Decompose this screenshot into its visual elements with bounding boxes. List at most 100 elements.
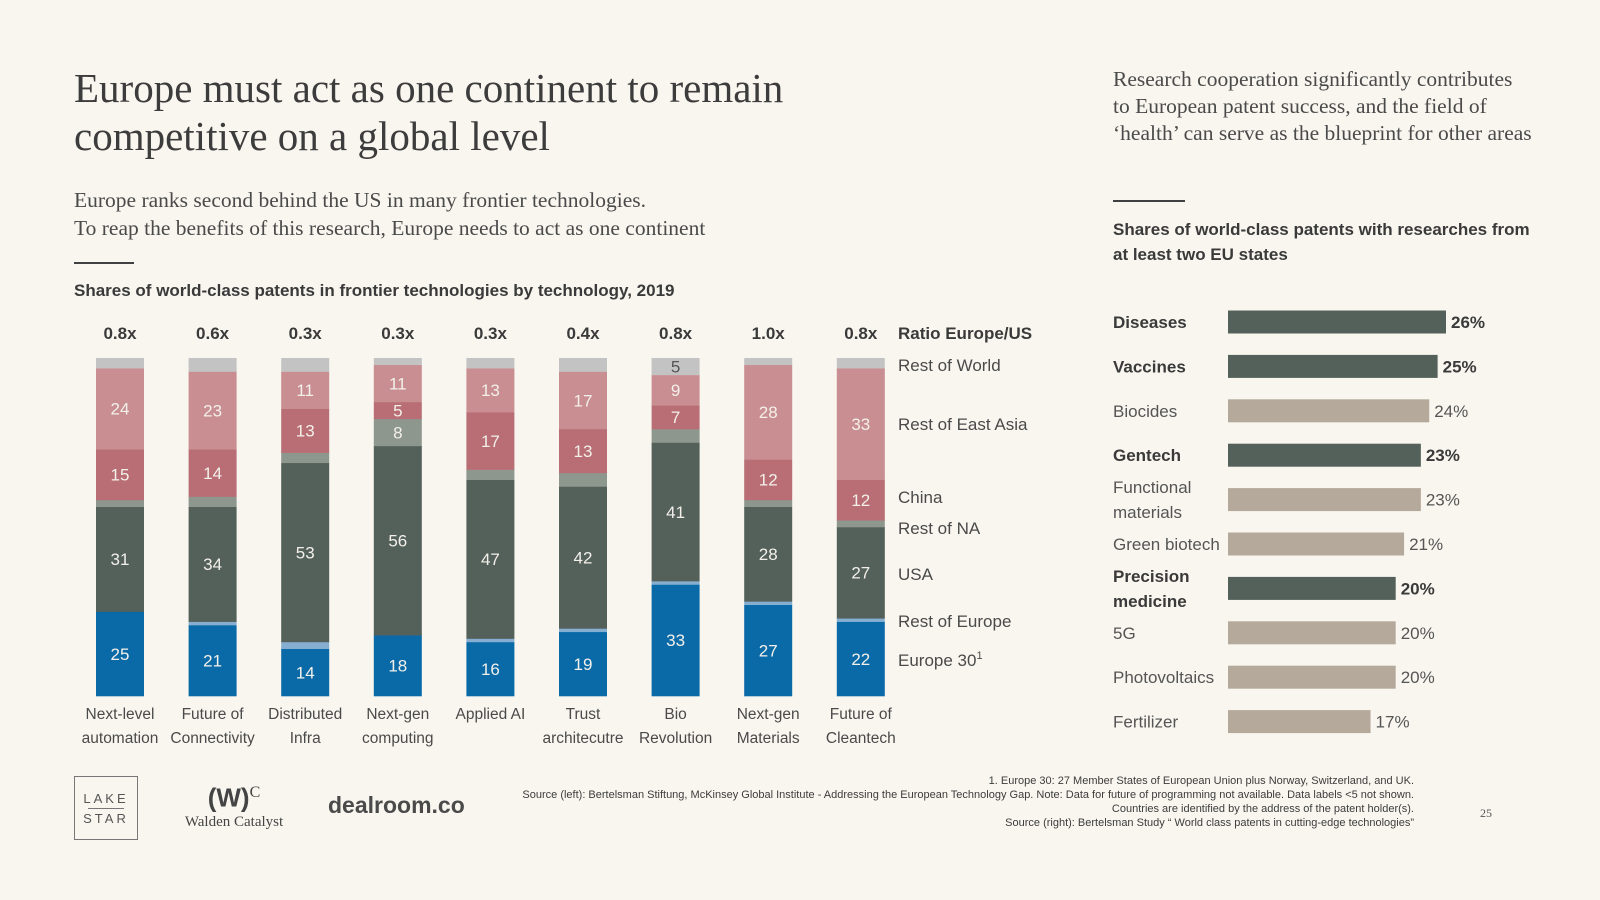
left-chart-title: Shares of world-class patents in frontie… — [74, 281, 675, 300]
ratio-label: 0.4x — [566, 324, 600, 343]
data-label: 42 — [574, 548, 593, 567]
bar-segment-rest_of_na — [96, 499, 144, 508]
hbar-category-label: Fertilizer — [1113, 713, 1179, 732]
data-label: 27 — [759, 641, 778, 660]
right-divider — [1113, 200, 1185, 202]
data-label: 7 — [671, 408, 680, 427]
legend-rest-of-na: Rest of NA — [898, 519, 981, 538]
category-label: computing — [362, 730, 434, 747]
data-label: 12 — [759, 471, 778, 490]
bar-segment-rest_of_europe — [744, 601, 793, 606]
bar-segment-rest_of_world — [373, 358, 422, 366]
hbar-category-label: Photovoltaics — [1113, 668, 1214, 687]
legend-rest-of-europe: Rest of Europe — [898, 612, 1011, 631]
bar-segment-china — [559, 428, 607, 474]
bar-segment-usa — [559, 486, 607, 629]
bar-segment-rest_of_na — [559, 472, 607, 487]
bar-segment-rest_of_east_asia — [281, 371, 330, 409]
legend-china: China — [898, 488, 943, 507]
lake-star-logo: LAKE STAR — [74, 776, 138, 840]
bar-segment-rest_of_east_asia — [466, 368, 515, 413]
data-label: 17 — [574, 391, 593, 410]
data-label: 15 — [111, 466, 130, 485]
data-label: 5 — [671, 357, 680, 376]
data-label: 53 — [296, 543, 315, 562]
legend-europe30: Europe 301 — [898, 650, 983, 670]
data-label: 14 — [203, 464, 222, 483]
category-label: Revolution — [639, 730, 712, 747]
ratio-label: 0.8x — [103, 324, 137, 343]
hbar-category-label: 5G — [1113, 624, 1136, 643]
data-label: 31 — [111, 550, 130, 569]
hbar-value-label: 17% — [1376, 713, 1410, 732]
page-subtitle: Europe ranks second behind the US in man… — [74, 186, 874, 242]
data-label: 41 — [666, 503, 685, 522]
category-label: Next-gen — [737, 706, 800, 723]
bar-segment-rest_of_na — [651, 428, 700, 443]
bar-segment-europe30 — [836, 621, 885, 697]
hbar — [1228, 354, 1438, 378]
bar-segment-rest_of_world — [466, 358, 515, 369]
bar-segment-rest_of_world — [559, 358, 607, 372]
data-label: 11 — [296, 381, 314, 400]
data-label: 5 — [393, 401, 402, 420]
hbar-category-label: Biocides — [1113, 402, 1177, 421]
data-label: 28 — [759, 403, 778, 422]
bar-segment-rest_of_east_asia — [559, 371, 607, 430]
hbar-value-label: 20% — [1401, 668, 1435, 687]
hbar-value-label: 20% — [1401, 579, 1435, 598]
ratio-label: 0.6x — [196, 324, 230, 343]
walden-catalyst-logo: (W)C Walden Catalyst — [178, 778, 290, 831]
hbar-value-label: 21% — [1409, 535, 1443, 554]
right-panel-heading: Research cooperation significantly contr… — [1113, 67, 1532, 145]
bar-segment-rest_of_europe — [836, 618, 885, 622]
category-label: Infra — [290, 730, 321, 747]
data-label: 25 — [111, 645, 130, 664]
bar-segment-europe30 — [188, 625, 237, 697]
data-label: 34 — [203, 555, 222, 574]
ratio-label: 0.8x — [659, 324, 693, 343]
data-label: 13 — [481, 381, 500, 400]
legend-rest-of-east-asia: Rest of East Asia — [898, 415, 1028, 434]
category-label: Connectivity — [170, 730, 255, 747]
bar-segment-rest_of_na — [188, 496, 237, 508]
data-label: 47 — [481, 550, 500, 569]
hbar-value-label: 25% — [1443, 357, 1477, 376]
hbar — [1228, 310, 1446, 334]
bar-segment-usa — [651, 442, 700, 582]
source-left: Source (left): Bertelsman Stiftung, McKi… — [522, 789, 1414, 801]
hbar-value-label: 26% — [1451, 313, 1485, 332]
data-label: 56 — [388, 532, 407, 551]
walden-mark-text: (W) — [207, 782, 250, 813]
hbar — [1228, 443, 1421, 467]
hbar — [1228, 488, 1421, 512]
category-label: Materials — [737, 730, 800, 747]
bar-segment-rest_of_east_asia — [96, 368, 144, 450]
bar-segment-rest_of_na — [744, 499, 793, 508]
bar-segment-rest_of_europe — [188, 621, 237, 626]
bar-segment-rest_of_east_asia — [188, 371, 237, 450]
bar-segment-usa — [96, 506, 144, 612]
data-label: 18 — [388, 657, 407, 676]
category-label: Applied AI — [455, 706, 525, 723]
bar-segment-europe30 — [96, 611, 144, 697]
left-divider — [74, 262, 134, 264]
bar-segment-china — [281, 408, 330, 453]
category-label: Distributed — [268, 706, 342, 723]
hbar-value-label: 24% — [1434, 402, 1468, 421]
ratio-label: 1.0x — [752, 324, 786, 343]
hbar — [1228, 665, 1396, 689]
ratio-label: 0.3x — [381, 324, 415, 343]
right-chart-title: Shares of world-class patents with resea… — [1113, 220, 1530, 264]
walden-name: Walden Catalyst — [184, 813, 284, 830]
bar-segment-rest_of_na — [281, 452, 330, 464]
bar-segment-china — [188, 449, 237, 497]
bar-segment-rest_of_world — [188, 358, 237, 372]
ratio-label: 0.3x — [289, 324, 323, 343]
footnote-1: 1. Europe 30: 27 Member States of Europe… — [988, 775, 1414, 787]
data-label: 17 — [481, 432, 500, 451]
bar-segment-china — [744, 459, 793, 501]
data-label: 21 — [203, 652, 222, 671]
data-label: 9 — [671, 381, 680, 400]
